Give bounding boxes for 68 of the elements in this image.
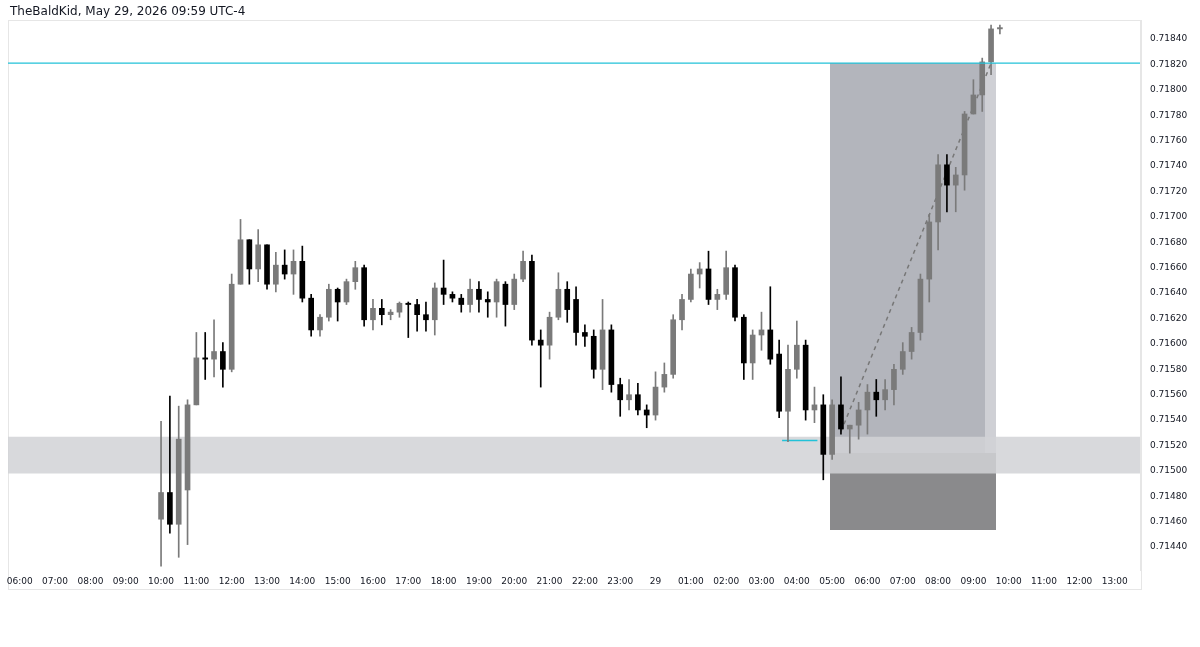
x-tick-label: 13:00	[1101, 575, 1128, 586]
candlestick	[537, 329, 544, 388]
y-tick-label: 0.71460	[1150, 516, 1188, 527]
x-tick-label: 16:00	[360, 575, 387, 586]
candlestick	[582, 324, 588, 347]
candlestick	[696, 262, 703, 289]
x-tick-label: 21:00	[536, 575, 563, 586]
x-tick-label: 04:00	[783, 575, 811, 586]
x-tick-label: 12:00	[218, 575, 245, 586]
candlestick	[167, 395, 173, 534]
candlestick	[846, 424, 853, 454]
y-tick-label: 0.71540	[1150, 414, 1188, 425]
y-tick-label: 0.71440	[1150, 541, 1188, 552]
y-tick-label: 0.71780	[1150, 109, 1188, 120]
x-tick-label: 10:00	[148, 575, 175, 586]
x-tick-label: 20:00	[501, 575, 528, 586]
y-tick-label: 0.71640	[1150, 287, 1188, 298]
y-tick-label: 0.71560	[1150, 389, 1188, 400]
x-tick-label: 22:00	[571, 575, 599, 586]
x-tick-label: 05:00	[819, 575, 846, 586]
x-tick-label: 11:00	[1031, 575, 1058, 586]
y-tick-label: 0.71620	[1150, 312, 1188, 323]
candlestick	[643, 404, 650, 429]
x-tick-label: 12:00	[1066, 575, 1093, 586]
x-tick-label: 19:00	[465, 575, 493, 586]
y-tick-label: 0.71680	[1150, 236, 1188, 247]
x-tick-label: 11:00	[183, 575, 210, 586]
y-tick-label: 0.71700	[1150, 211, 1188, 222]
x-tick-label: 29	[649, 575, 662, 586]
x-tick-label: 01:00	[677, 575, 705, 586]
y-tick-label: 0.71840	[1150, 33, 1188, 44]
x-tick-label: 09:00	[112, 575, 139, 586]
y-tick-label: 0.71500	[1150, 465, 1188, 476]
x-tick-label: 10:00	[995, 575, 1022, 586]
x-tick-label: 03:00	[748, 575, 775, 586]
candlestick	[484, 291, 491, 318]
y-tick-label: 0.71480	[1150, 490, 1188, 501]
candlestick	[952, 167, 959, 213]
chart-title: TheBaldKid, May 29, 2026 09:59 UTC-4	[10, 4, 246, 18]
y-tick-label: 0.71520	[1150, 439, 1188, 450]
candlestick	[158, 421, 164, 567]
y-tick-label: 0.71760	[1150, 135, 1188, 146]
candlestick	[873, 379, 880, 417]
x-tick-label: 14:00	[289, 575, 316, 586]
x-tick-label: 07:00	[889, 575, 917, 586]
x-tick-label: 08:00	[77, 575, 104, 586]
candlestick	[211, 319, 217, 378]
x-tick-label: 17:00	[395, 575, 422, 586]
y-tick-label: 0.71600	[1150, 338, 1188, 349]
x-tick-label: 07:00	[42, 575, 69, 586]
candlestick	[626, 379, 632, 411]
x-tick-label: 23:00	[607, 575, 634, 586]
y-tick-label: 0.71740	[1150, 160, 1188, 171]
x-tick-label: 13:00	[254, 575, 281, 586]
y-tick-label: 0.71820	[1150, 58, 1188, 69]
y-tick-label: 0.71720	[1150, 185, 1188, 196]
candlestick	[405, 301, 412, 338]
x-tick-label: 06:00	[854, 575, 881, 586]
y-tick-label: 0.71580	[1150, 363, 1188, 374]
x-tick-label: 09:00	[960, 575, 987, 586]
x-tick-label: 02:00	[713, 575, 740, 586]
candlestick	[423, 301, 429, 332]
x-tick-label: 15:00	[324, 575, 351, 586]
y-tick-label: 0.71660	[1150, 262, 1188, 273]
x-tick-label: 06:00	[6, 575, 34, 586]
y-tick-label: 0.71800	[1150, 84, 1188, 95]
x-tick-label: 08:00	[925, 575, 952, 586]
x-tick-label: 18:00	[430, 575, 457, 586]
